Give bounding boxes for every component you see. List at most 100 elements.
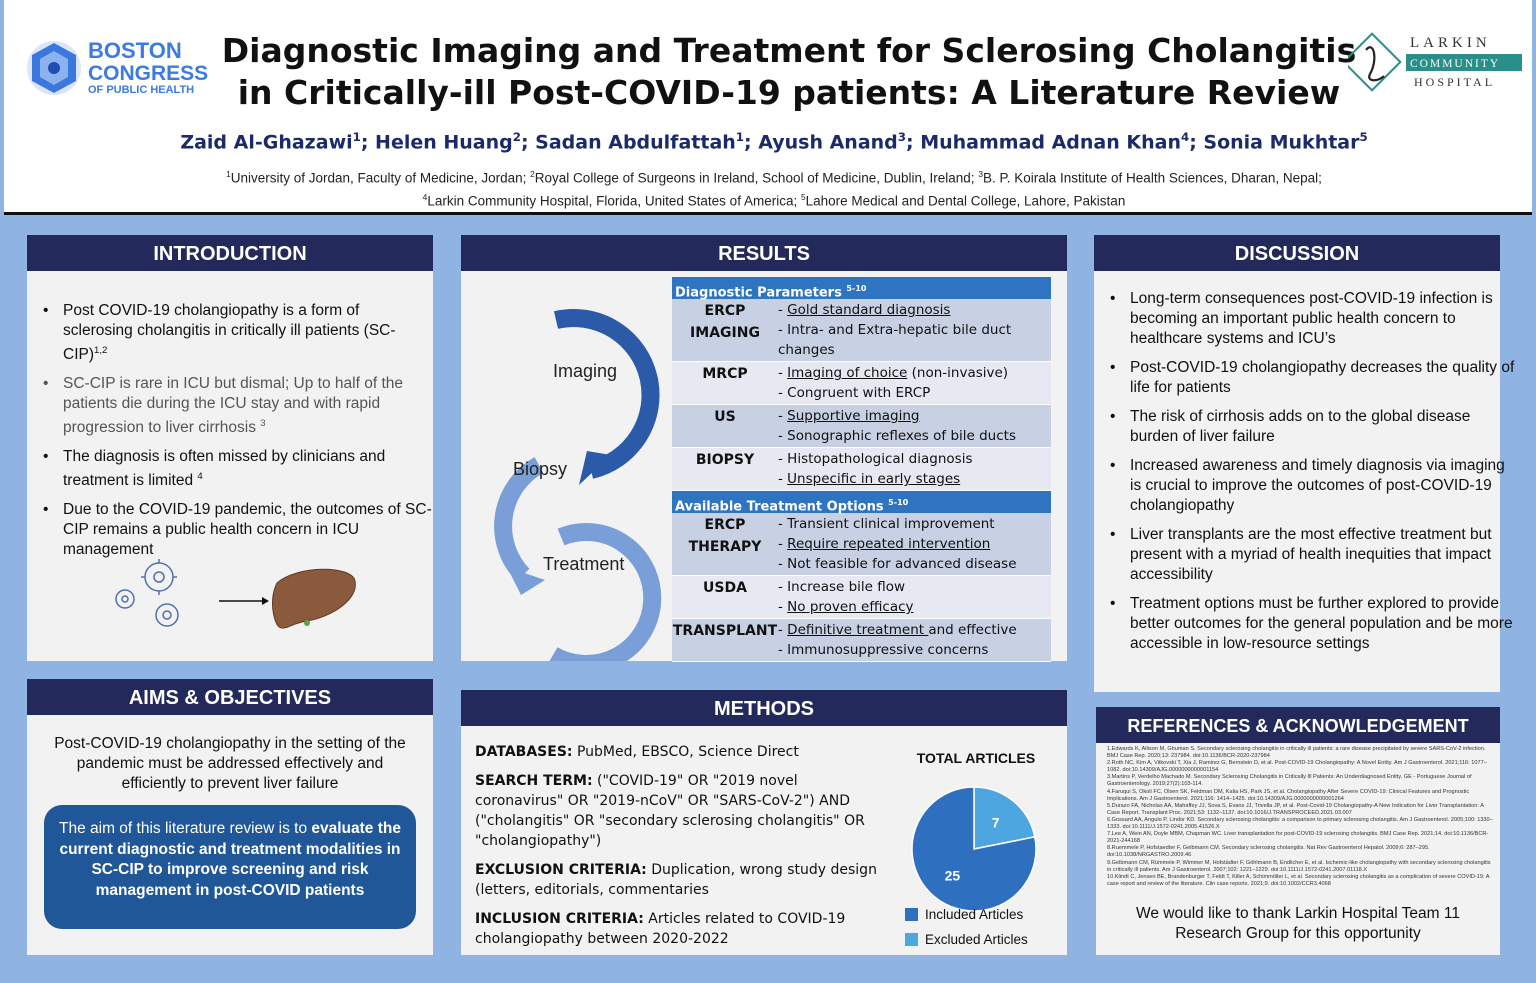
row-name: TRANSPLANT — [672, 619, 778, 661]
discussion-panel: DISCUSSION Long-term consequences post-C… — [1094, 235, 1514, 692]
row-name-line: TRANSPLANT — [672, 623, 778, 639]
diag-header-sup: 5-10 — [846, 284, 867, 293]
diag-header-text: Diagnostic Parameters — [675, 285, 842, 301]
detail-text: Sonographic reflexes of bile ducts — [787, 428, 1016, 444]
author-name: Helen Huang — [375, 131, 513, 154]
row-name: ERCP THERAPY — [672, 513, 778, 575]
affiliation-text: University of Jordan, Faculty of Medicin… — [230, 170, 531, 186]
treat-header-sup: 5-10 — [888, 498, 909, 507]
aims-heading: AIMS & OBJECTIVES — [27, 679, 433, 715]
virus-to-liver-illustration — [115, 559, 356, 629]
author-affiliation-mark: 5 — [1359, 130, 1368, 144]
affiliation-mark: 4 — [422, 191, 428, 202]
acknowledgement: We would like to thank Larkin Hospital T… — [1136, 905, 1460, 942]
larkin-emblem-icon — [1348, 32, 1402, 92]
row-name-line: ERCP — [704, 303, 746, 319]
legend-swatch — [905, 933, 918, 946]
diagnostic-parameters-header: Diagnostic Parameters 5-10 — [672, 277, 1051, 301]
reference-item: 2.Roth NC, Kim A, Vitkovski T, Xia J, Ra… — [1107, 760, 1487, 774]
row-detail-item: - Unspecific in early stages — [778, 471, 961, 487]
table-row: MRCP - Imaging of choice (non-invasive) - … — [672, 362, 1051, 405]
aims-panel: AIMS & OBJECTIVES Post-COVID-19 cholangi… — [27, 679, 433, 955]
row-detail-item: - Definitive treatment and effective — [778, 622, 1017, 638]
discussion-bullet: The risk of cirrhosis adds on to the glo… — [1110, 407, 1516, 447]
legend-label: Excluded Articles — [925, 932, 1028, 947]
logo-left-line1: BOSTON — [88, 38, 182, 63]
underlined-text: Unspecific in early stages — [787, 471, 961, 487]
pie-slice-included-articles — [911, 786, 1037, 912]
boston-congress-logo: BOSTON CONGRESS OF PUBLIC HEALTH — [27, 38, 208, 96]
underlined-text: Supportive imaging — [787, 408, 920, 424]
row-details: - Increase bile flow - No proven efficacy — [778, 576, 1051, 618]
cycle-label-biopsy: Biopsy — [513, 459, 568, 479]
legend-label: Included Articles — [925, 907, 1024, 922]
logo-right-line1: LARKIN — [1410, 35, 1491, 51]
introduction-bullet: Due to the COVID-19 pandemic, the outcom… — [43, 500, 433, 560]
row-detail-item: - Transient clinical improvement — [778, 516, 995, 532]
detail-text: (non-invasive) — [907, 365, 1009, 381]
reference-item: 1.Edwards K, Allison M, Ghuman S. Second… — [1107, 746, 1486, 760]
methods-entry: INCLUSION CRITERIA: Articles related to … — [475, 909, 885, 949]
row-name: USDA — [672, 576, 778, 618]
row-name: BIOPSY — [672, 448, 778, 490]
reference-list: 1.Edwards K, Allison M, Ghuman S. Second… — [1107, 746, 1495, 888]
discussion-bullet: Long-term consequences post-COVID-19 inf… — [1110, 289, 1516, 349]
cycle-arrows — [494, 309, 662, 661]
discussion-bullet: Post-COVID-19 cholangiopathy decreases t… — [1110, 358, 1516, 398]
citation-mark: 3 — [260, 418, 266, 430]
pie-data-label: 7 — [992, 815, 1000, 831]
pie-chart-title: TOTAL ARTICLES — [916, 750, 1036, 766]
citation-mark: 4 — [197, 471, 203, 483]
row-details: - Histopathological diagnosis - Unspecifi… — [778, 448, 1051, 490]
bullet-text: The diagnosis is often missed by clinici… — [63, 448, 386, 490]
affiliation-text: Royal College of Surgeons in Ireland, Sc… — [534, 170, 979, 186]
logo-right-line2: COMMUNITY — [1410, 58, 1500, 70]
results-panel: RESULTS Imaging Biopsy Treatment Diagnos… — [461, 235, 1067, 662]
liver-icon — [272, 568, 356, 629]
poster-title: Diagnostic Imaging and Treatment for Scl… — [219, 30, 1359, 114]
detail-text: Congruent with ERCP — [787, 385, 931, 401]
author-name: Sadan Abdulfattah — [535, 131, 736, 154]
row-detail-item: - Supportive imaging — [778, 408, 920, 424]
row-name-line: BIOPSY — [695, 452, 755, 468]
row-detail-item: - Not feasible for advanced disease — [778, 556, 1017, 572]
row-detail-item: - Intra- and Extra-hepatic bile duct cha… — [778, 322, 1012, 358]
row-name: MRCP — [672, 362, 778, 404]
row-name-line: MRCP — [702, 366, 748, 382]
logo-left-line2: CONGRESS — [88, 62, 208, 85]
affiliations-line-1: 1University of Jordan, Faculty of Medici… — [154, 165, 1394, 188]
cycle-label-imaging: Imaging — [553, 361, 618, 381]
legend-item: Excluded Articles — [905, 927, 1028, 952]
affiliations-line-2: 4Larkin Community Hospital, Florida, Uni… — [154, 188, 1394, 211]
row-detail-item: - Congruent with ERCP — [778, 385, 931, 401]
author-affiliation-mark: 2 — [512, 130, 521, 144]
introduction-bullet: The diagnosis is often missed by clinici… — [43, 447, 433, 491]
underlined-text: Gold standard diagnosis — [787, 302, 951, 318]
row-name-line: USDA — [703, 580, 747, 596]
detail-text: Transient clinical improvement — [787, 516, 995, 532]
reference-item: 7.Lee A, Wein AN, Doyle MBM, Chapman WC.… — [1107, 831, 1489, 845]
reference-item: 8.Ruemmele P, Hofstaedter F, Gelbmann CM… — [1107, 845, 1430, 859]
methods-entry-text: PubMed, EBSCO, Science Direct — [572, 744, 799, 760]
underlined-text: Imaging of choice — [787, 365, 908, 381]
citation-mark: 1,2 — [94, 345, 108, 356]
author-name: Muhammad Adnan Khan — [920, 131, 1181, 154]
table-row: USDA - Increase bile flow - No proven effi… — [672, 576, 1051, 619]
detail-text: Not feasible for advanced disease — [787, 556, 1017, 572]
introduction-heading: INTRODUCTION — [27, 235, 433, 271]
affiliation-text: Lahore Medical and Dental College, Lahor… — [805, 193, 1126, 208]
detail-text: and effective — [928, 622, 1017, 638]
methods-entry: DATABASES: PubMed, EBSCO, Science Direct — [475, 742, 885, 762]
aims-statement: Post-COVID-19 cholangiopathy in the sett… — [54, 735, 406, 792]
reference-item: 9.Gelbmann CM, Rümmele P, Wimmer M, Hofs… — [1107, 859, 1491, 873]
table-row: BIOPSY - Histopathological diagnosis - Uns… — [672, 448, 1051, 491]
affiliation-mark: 5 — [800, 191, 806, 202]
row-name-line: US — [714, 409, 736, 425]
larkin-hospital-logo: LARKIN COMMUNITY HOSPITAL — [1348, 32, 1522, 92]
introduction-bullets: Post COVID-19 cholangiopathy is a form o… — [27, 301, 433, 569]
row-details: - Imaging of choice (non-invasive) - Cong… — [778, 362, 1051, 404]
cycle-label-treatment: Treatment — [543, 554, 625, 574]
row-detail-item: - Increase bile flow — [778, 579, 906, 595]
logo-right-line3: HOSPITAL — [1414, 75, 1495, 89]
pie-legend: Included Articles Excluded Articles — [905, 902, 1028, 952]
